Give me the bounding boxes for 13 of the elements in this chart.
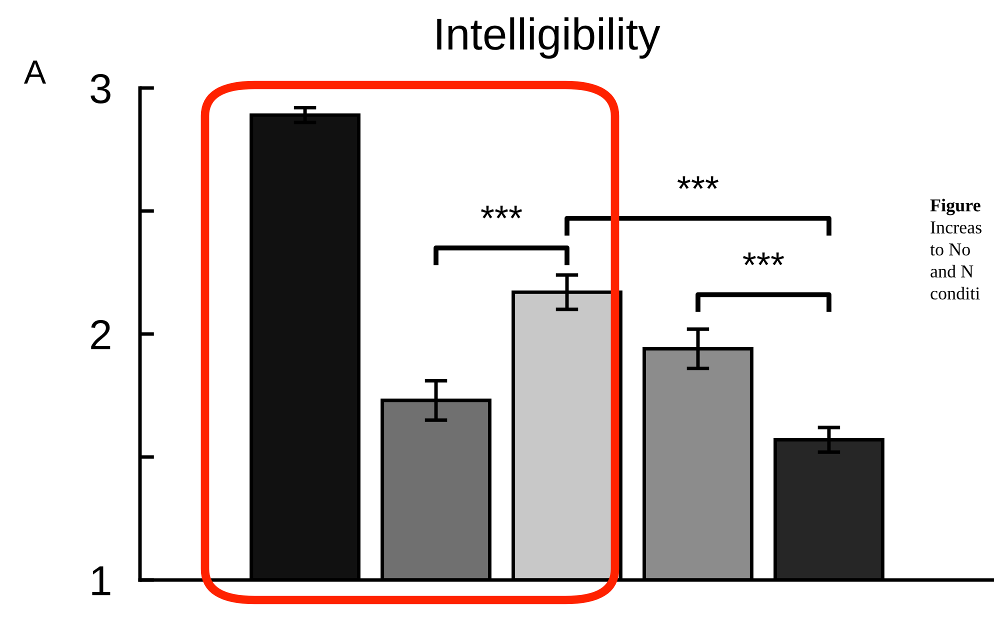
- y-tick-label: 3: [90, 74, 110, 104]
- annotation: conditi: [930, 286, 980, 300]
- annotation: ***: [742, 252, 784, 266]
- y-tick-label: 1: [92, 566, 110, 596]
- annotation: and N: [930, 264, 974, 278]
- y-tick-label: 2: [91, 320, 110, 350]
- annotation: ***: [677, 176, 718, 189]
- annotation: ***: [481, 206, 522, 218]
- annotation: Figure: [930, 198, 980, 216]
- text: A: [24, 60, 46, 84]
- annotation: Increas: [930, 222, 982, 234]
- chart-title: Intelligibility: [437, 17, 660, 59]
- annotation: to No: [930, 244, 970, 256]
